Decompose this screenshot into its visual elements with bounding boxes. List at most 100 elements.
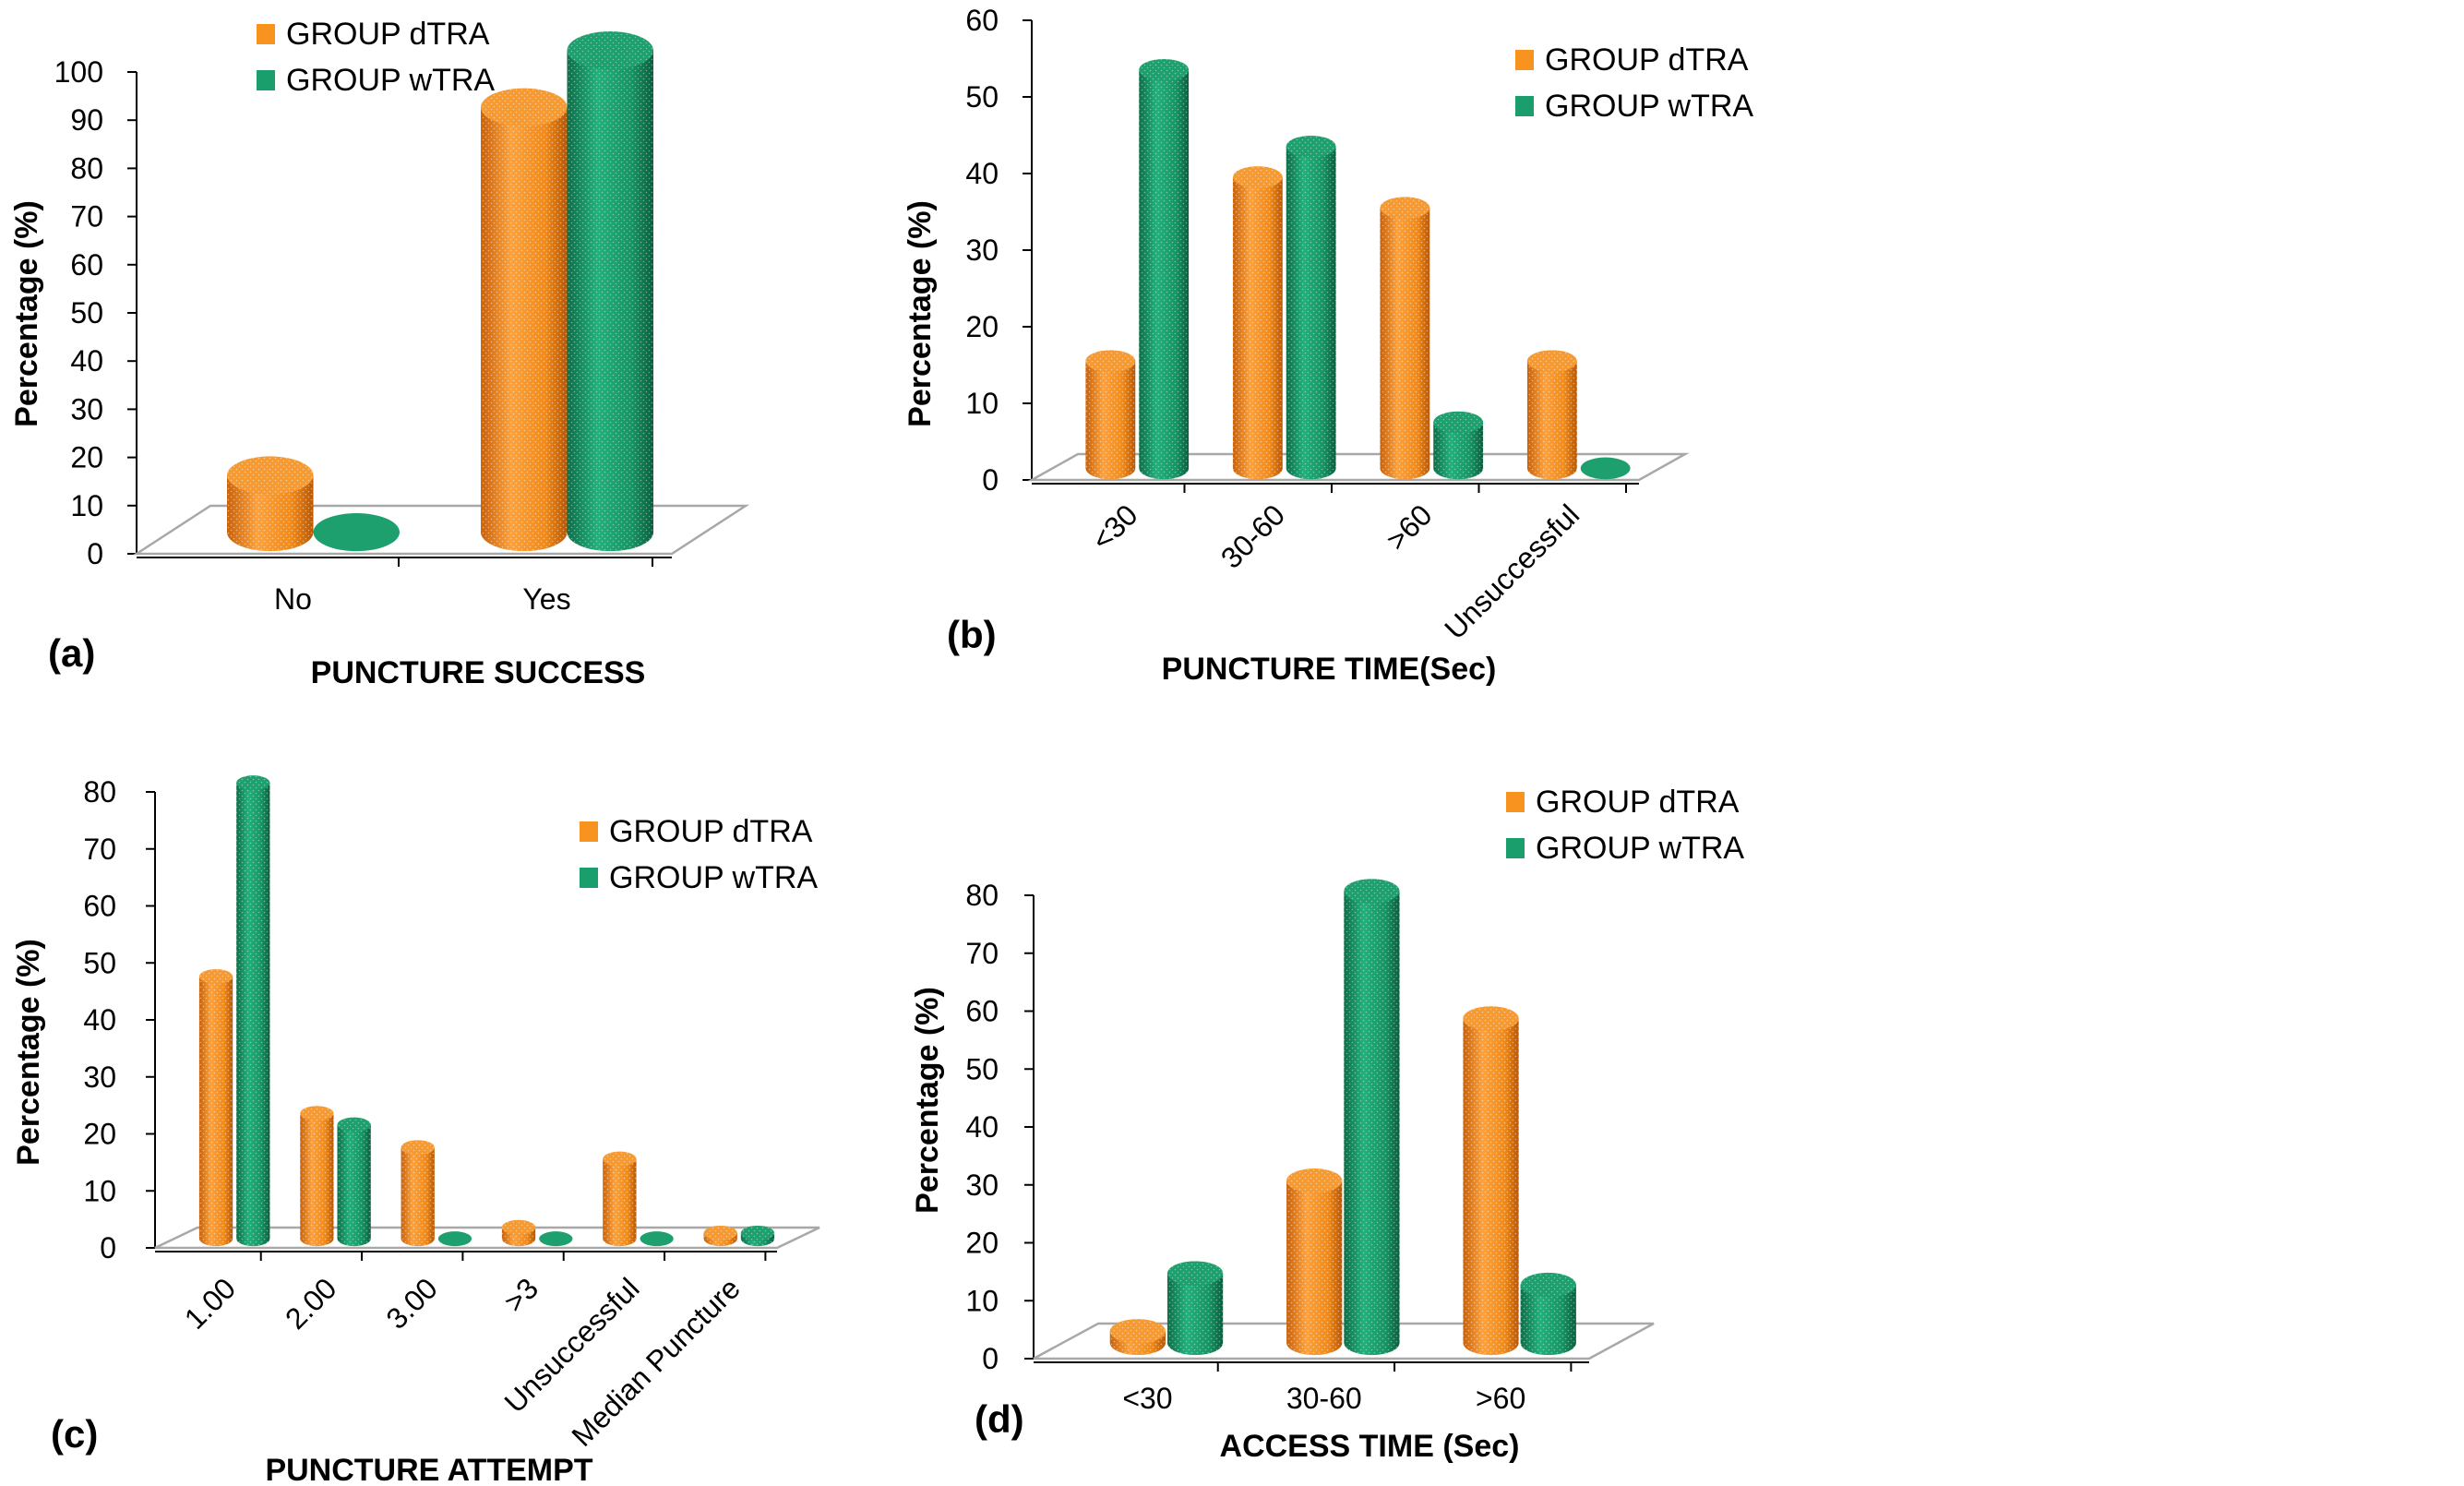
bar-dtra: [603, 1151, 637, 1247]
x-category-label: 3.00: [379, 1271, 443, 1335]
y-tick-label: 20: [965, 1227, 999, 1260]
y-tick-label: 80: [965, 879, 999, 912]
bar-texture: [1520, 1285, 1576, 1356]
panel-label: (c): [51, 1412, 98, 1456]
bar-top-texture: [1232, 166, 1283, 188]
bar-texture: [401, 1147, 435, 1247]
legend-label: GROUP wTRA: [286, 63, 495, 98]
bar-top-texture: [1139, 58, 1190, 81]
bar-texture: [337, 1124, 371, 1247]
x-category-label: 2.00: [279, 1271, 342, 1335]
legend: GROUP dTRA GROUP wTRA: [580, 814, 818, 895]
x-category-label: >60: [1380, 497, 1439, 557]
bar-top-texture: [1085, 350, 1136, 373]
bar-top-texture: [1433, 411, 1484, 434]
bar-dtra: [481, 88, 568, 552]
bar-texture: [1139, 69, 1190, 480]
y-tick-label: 10: [965, 1284, 999, 1317]
y-tick-label: 20: [83, 1118, 116, 1151]
bar-top-texture: [703, 1225, 737, 1240]
y-tick-label: 60: [965, 4, 999, 37]
bar-wtra: [740, 1225, 775, 1247]
bar-zero-disc: [640, 1231, 674, 1247]
y-tick-label: 80: [70, 151, 103, 185]
y-tick-label: 60: [83, 890, 116, 923]
bar-top-texture: [236, 775, 270, 791]
x-axis-title: PUNCTURE TIME(Sec): [1162, 652, 1497, 687]
y-tick-label: 70: [70, 200, 103, 234]
y-tick-label: 60: [965, 995, 999, 1028]
bar-texture: [603, 1158, 637, 1247]
y-tick-label: 10: [83, 1174, 116, 1207]
y-tick-label: 90: [70, 103, 103, 137]
x-category-label: >60: [1476, 1382, 1525, 1415]
bar-zero-disc: [539, 1231, 573, 1247]
y-tick-label: 30: [83, 1061, 116, 1094]
bar-dtra: [1286, 1168, 1343, 1356]
bar-top-texture: [1526, 350, 1577, 373]
bar-texture: [1286, 146, 1336, 480]
y-tick-label: 20: [965, 310, 999, 343]
bar-texture: [567, 50, 653, 552]
panel-label: (d): [975, 1397, 1024, 1441]
bar-dtra: [227, 456, 314, 552]
legend-swatch-wtra: [580, 868, 598, 888]
bar-dtra: [1232, 166, 1283, 480]
bar-top-texture: [1286, 135, 1336, 158]
y-tick-label: 50: [83, 946, 116, 979]
legend-label: GROUP dTRA: [1536, 785, 1740, 820]
bar-wtra: [437, 1231, 472, 1247]
panel-label: (b): [947, 613, 997, 656]
y-tick-label: 10: [965, 387, 999, 420]
bar-texture: [300, 1113, 334, 1247]
bar-wtra: [1139, 58, 1190, 480]
bar-texture: [481, 107, 568, 552]
bar-texture: [1433, 422, 1484, 480]
x-axis-title: PUNCTURE SUCCESS: [311, 655, 646, 690]
floor-plane: [154, 1226, 820, 1250]
bar-top-texture: [567, 31, 653, 70]
x-category-label: 30-60: [1214, 497, 1291, 574]
x-category-label: Yes: [522, 582, 570, 616]
x-category-label: Unsuccessful: [1438, 497, 1585, 645]
legend-swatch-dtra: [580, 821, 598, 842]
bar-wtra: [236, 775, 270, 1247]
panel-label: (a): [48, 631, 95, 675]
bar-top-texture: [198, 969, 233, 985]
bar-top-texture: [1520, 1272, 1576, 1298]
bar-texture: [1166, 1273, 1224, 1356]
bar-top-texture: [740, 1225, 775, 1240]
legend-label: GROUP dTRA: [609, 814, 813, 849]
bar-dtra: [501, 1219, 536, 1247]
y-tick-label: 50: [965, 1052, 999, 1085]
y-tick-label: 40: [70, 344, 103, 377]
x-category-label: 1.00: [178, 1271, 242, 1335]
floor-plane: [1027, 452, 1690, 482]
y-tick-label: 0: [100, 1231, 116, 1264]
bar-top-texture: [401, 1140, 435, 1156]
x-category-label: >3: [497, 1271, 544, 1318]
y-tick-label: 0: [982, 1342, 999, 1375]
bar-wtra: [1520, 1272, 1576, 1356]
legend-label: GROUP wTRA: [1536, 831, 1744, 866]
y-tick-label: 40: [83, 1003, 116, 1037]
bar-texture: [1526, 361, 1577, 480]
bar-top-texture: [1463, 1006, 1519, 1031]
y-tick-label: 60: [70, 248, 103, 282]
legend-swatch-wtra: [1515, 96, 1534, 116]
bar-dtra: [198, 969, 233, 1247]
bar-wtra: [1580, 457, 1631, 480]
y-tick-label: 50: [70, 296, 103, 330]
bar-dtra: [1085, 350, 1136, 480]
bar-top-texture: [1344, 879, 1400, 904]
bar-wtra: [567, 31, 653, 552]
legend-label: GROUP dTRA: [1545, 42, 1749, 78]
bar-texture: [1463, 1018, 1519, 1356]
bar-dtra: [401, 1140, 435, 1247]
legend-swatch-wtra: [257, 70, 275, 90]
y-tick-label: 30: [965, 234, 999, 267]
bar-dtra: [703, 1225, 737, 1247]
y-tick-label: 80: [83, 775, 116, 809]
y-axis-title: Percentage (%): [903, 200, 938, 427]
bar-texture: [1344, 891, 1400, 1356]
